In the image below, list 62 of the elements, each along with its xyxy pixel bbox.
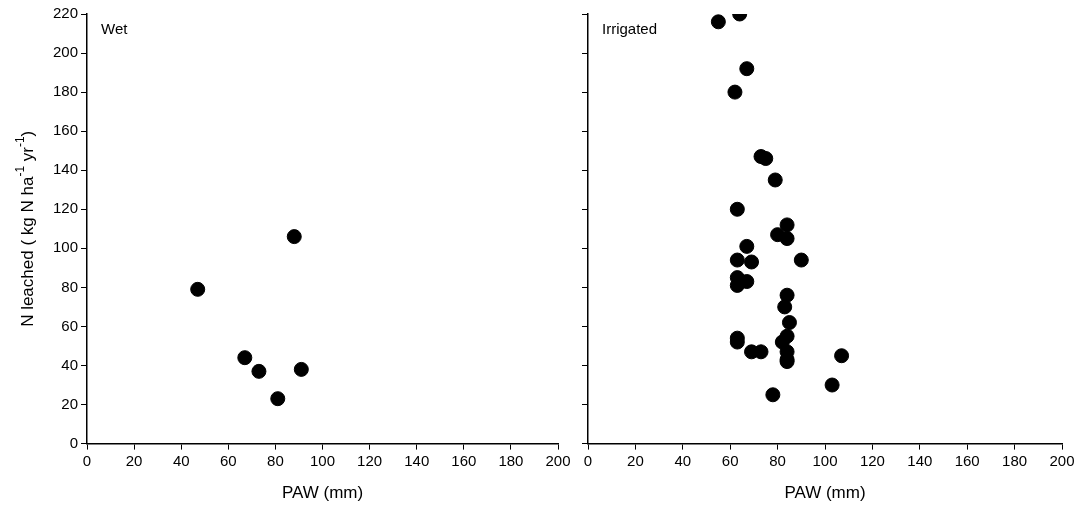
point: [251, 363, 267, 379]
y-tick-label: 200: [53, 43, 79, 61]
x-tick-label: 60: [219, 451, 237, 469]
x-tick-label: 180: [1002, 451, 1028, 469]
point: [739, 61, 755, 77]
x-tick-label: 100: [812, 451, 838, 469]
x-tick-label: 100: [310, 451, 336, 469]
x-axis-title: PAW (mm): [281, 483, 364, 503]
annotation: Wet: [101, 19, 129, 37]
y-tick-label: 40: [61, 355, 79, 373]
point: [729, 252, 745, 268]
x-tick-label: 60: [721, 451, 739, 469]
point: [190, 281, 206, 297]
point: [779, 287, 795, 303]
x-tick-label: 80: [267, 451, 284, 469]
x-tick-label: 40: [674, 451, 692, 469]
x-tick-label: 140: [907, 451, 933, 469]
point: [824, 377, 840, 393]
x-tick-label: 0: [82, 451, 92, 469]
point: [765, 387, 781, 403]
point: [834, 348, 850, 364]
y-tick-label: 0: [69, 433, 79, 451]
point: [237, 350, 253, 366]
x-axis-title: PAW (mm): [784, 483, 866, 503]
point: [767, 172, 783, 188]
y-tick-label: 80: [61, 277, 79, 295]
annotation: Irrigated: [602, 19, 658, 37]
point: [710, 14, 726, 30]
y-tick-label: 180: [53, 82, 79, 100]
y-tick-label: 140: [53, 160, 79, 178]
x-tick-label: 140: [404, 451, 430, 469]
point: [781, 315, 797, 331]
y-tick-label: 20: [61, 394, 79, 412]
y-tick-label: 120: [53, 199, 79, 217]
x-tick-label: 180: [498, 451, 524, 469]
point: [779, 231, 795, 247]
x-tick-label: 0: [583, 451, 593, 469]
point: [744, 254, 760, 270]
x-tick-label: 200: [545, 451, 571, 469]
point: [729, 201, 745, 217]
x-tick-label: 160: [954, 451, 980, 469]
point: [779, 217, 795, 233]
point: [793, 252, 809, 268]
x-tick-label: 20: [125, 451, 143, 469]
x-tick-label: 40: [172, 451, 190, 469]
x-tick-label: 80: [769, 451, 786, 469]
x-tick-label: 120: [859, 451, 885, 469]
point: [270, 391, 286, 407]
x-tick-label: 160: [451, 451, 477, 469]
x-tick-label: 20: [627, 451, 644, 469]
point: [286, 229, 302, 245]
x-tick-label: 200: [1049, 451, 1075, 469]
point: [739, 238, 755, 254]
y-tick-label: 220: [53, 4, 79, 22]
y-tick-label: 100: [53, 238, 79, 256]
y-tick-label: 60: [61, 316, 79, 334]
point: [777, 299, 793, 315]
point: [293, 361, 309, 377]
y-tick-label: 160: [53, 121, 79, 139]
y-axis-title: N leached ( kg N ha-1 yr-1): [13, 130, 37, 327]
x-tick-label: 120: [357, 451, 383, 469]
point: [727, 84, 743, 100]
